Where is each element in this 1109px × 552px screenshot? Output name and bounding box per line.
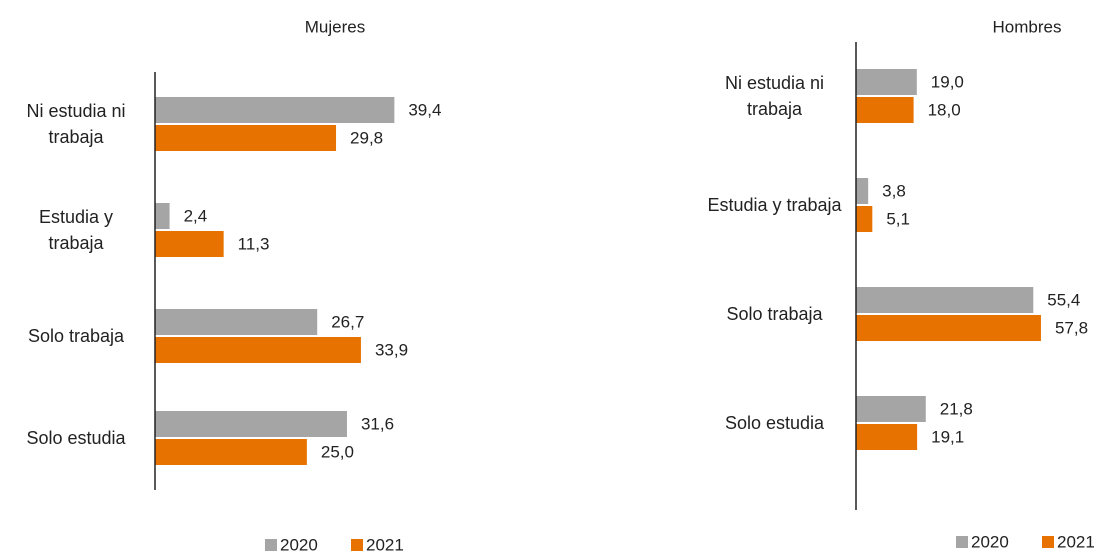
category-label: Ni estudia ni trabaja	[26, 101, 126, 147]
legend-label: 2020	[280, 535, 318, 552]
category-label: Solo trabaja	[726, 304, 823, 324]
data-label: 33,9	[375, 340, 408, 359]
bar	[155, 125, 337, 151]
data-label: 25,0	[321, 442, 354, 461]
legend-swatch	[265, 539, 277, 551]
legend-label: 2021	[366, 535, 404, 552]
bar	[856, 396, 926, 422]
bar	[155, 309, 318, 335]
data-label: 3,8	[882, 181, 906, 200]
category-label: Solo estudia	[724, 413, 825, 433]
data-label: 2,4	[184, 206, 208, 225]
legend-label: 2020	[971, 532, 1009, 551]
data-label: 11,3	[238, 234, 270, 253]
bar	[155, 203, 170, 229]
chart-title: Hombres	[993, 17, 1062, 36]
category-label: Estudia y trabaja	[38, 207, 114, 253]
bar	[856, 97, 914, 123]
bar	[856, 178, 869, 204]
legend-swatch	[956, 536, 968, 548]
data-label: 29,8	[350, 128, 383, 147]
data-label: 18,0	[928, 100, 961, 119]
legend-label: 2021	[1057, 532, 1095, 551]
bar	[155, 97, 395, 123]
category-label: Solo estudia	[26, 428, 126, 448]
data-label: 21,8	[940, 399, 973, 418]
data-label: 55,4	[1047, 290, 1080, 309]
bar	[155, 337, 361, 363]
category-label: Ni estudia ni trabaja	[724, 73, 825, 119]
data-label: 31,6	[361, 414, 394, 433]
bar	[856, 287, 1034, 313]
chart-title: Mujeres	[305, 17, 365, 36]
data-label: 5,1	[886, 209, 910, 228]
data-label: 19,1	[931, 427, 964, 446]
data-label: 57,8	[1055, 318, 1088, 337]
data-label: 39,4	[408, 100, 441, 119]
bar	[155, 411, 347, 437]
bar	[155, 231, 224, 257]
bar	[856, 206, 873, 232]
bar	[155, 439, 307, 465]
bar	[856, 69, 917, 95]
category-label: Solo trabaja	[27, 326, 125, 346]
data-label: 26,7	[331, 312, 364, 331]
category-label: Estudia y trabaja	[707, 195, 842, 215]
legend-swatch	[351, 539, 363, 551]
legend-swatch	[1042, 536, 1054, 548]
data-label: 19,0	[931, 72, 964, 91]
bar	[856, 424, 918, 450]
bar	[856, 315, 1041, 341]
